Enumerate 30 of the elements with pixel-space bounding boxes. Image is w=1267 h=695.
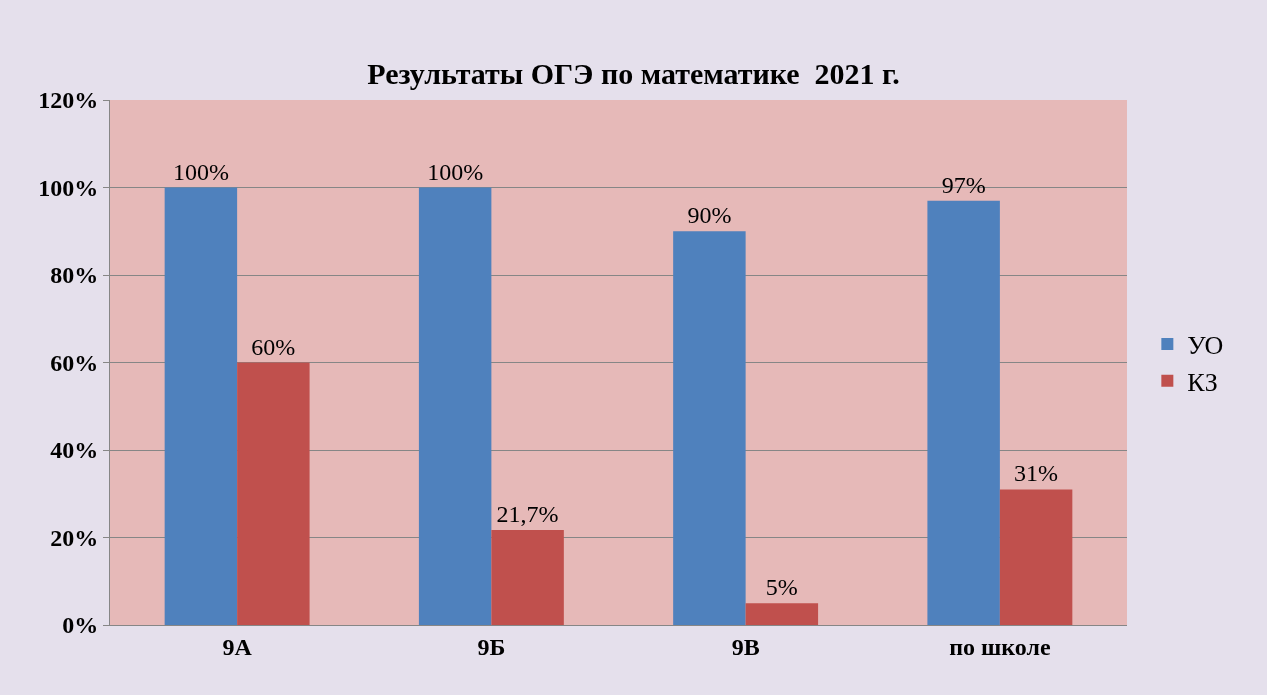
y-tick-label: 100% (38, 174, 99, 201)
legend-label: КЗ (1187, 367, 1218, 397)
data-label: 90% (687, 202, 732, 229)
data-label: 21,7% (496, 501, 559, 528)
bar (164, 187, 238, 625)
y-tick-label: 60% (50, 349, 99, 376)
data-label: 31% (1014, 460, 1059, 487)
bar (673, 231, 746, 625)
bar (418, 187, 492, 625)
y-tick-label: 120% (38, 87, 99, 114)
y-tick-label: 0% (62, 612, 99, 639)
y-tick-label: 20% (50, 524, 99, 551)
y-tick-label: 40% (50, 437, 99, 464)
x-tick-label: 9А (222, 633, 253, 660)
bar (745, 603, 819, 625)
data-label: 100% (427, 158, 484, 185)
bar (491, 530, 564, 625)
data-label: 100% (172, 158, 229, 185)
data-label: 60% (251, 333, 296, 360)
y-tick-label: 80% (50, 262, 99, 289)
data-label: 97% (941, 171, 986, 198)
chart-title: Результаты ОГЭ по математике 2021 г. (367, 56, 900, 90)
bar (927, 200, 1000, 625)
x-tick-label: 9Б (477, 633, 506, 660)
x-tick-label: по школе (949, 633, 1051, 660)
data-label: 5% (765, 574, 798, 601)
bar (999, 489, 1073, 625)
bar (237, 362, 310, 625)
x-tick-label: 9В (731, 633, 760, 660)
legend-label: УО (1187, 331, 1224, 361)
